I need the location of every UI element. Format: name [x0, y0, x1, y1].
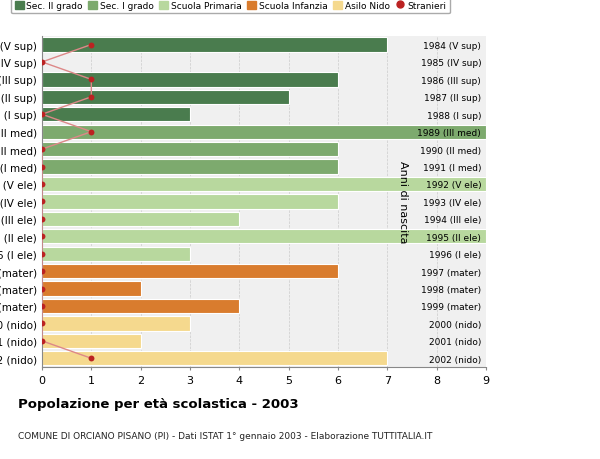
Bar	[42, 282, 140, 296]
Bar	[42, 264, 338, 279]
Point	[86, 129, 96, 136]
Bar	[42, 160, 338, 174]
Point	[86, 94, 96, 101]
Bar	[42, 212, 239, 226]
Bar	[42, 143, 338, 157]
Bar	[42, 334, 140, 348]
Bar	[42, 125, 486, 140]
Point	[37, 302, 47, 310]
Point	[86, 77, 96, 84]
Bar	[42, 73, 338, 87]
Y-axis label: Anni di nascita: Anni di nascita	[398, 161, 408, 243]
Bar	[42, 108, 190, 122]
Point	[37, 198, 47, 206]
Point	[37, 233, 47, 241]
Point	[37, 251, 47, 258]
Bar	[42, 230, 486, 244]
Bar	[42, 178, 486, 192]
Point	[37, 285, 47, 292]
Point	[86, 42, 96, 49]
Bar	[42, 195, 338, 209]
Bar	[42, 90, 289, 105]
Text: COMUNE DI ORCIANO PISANO (PI) - Dati ISTAT 1° gennaio 2003 - Elaborazione TUTTIT: COMUNE DI ORCIANO PISANO (PI) - Dati IST…	[18, 431, 433, 441]
Point	[37, 181, 47, 188]
Point	[37, 268, 47, 275]
Point	[37, 112, 47, 119]
Bar	[42, 247, 190, 261]
Bar	[42, 38, 388, 52]
Text: Popolazione per età scolastica - 2003: Popolazione per età scolastica - 2003	[18, 397, 299, 410]
Point	[37, 146, 47, 153]
Legend: Sec. II grado, Sec. I grado, Scuola Primaria, Scuola Infanzia, Asilo Nido, Stran: Sec. II grado, Sec. I grado, Scuola Prim…	[11, 0, 449, 14]
Point	[86, 355, 96, 362]
Bar	[42, 299, 239, 313]
Point	[37, 337, 47, 345]
Point	[37, 216, 47, 223]
Point	[37, 163, 47, 171]
Point	[37, 59, 47, 67]
Bar	[42, 317, 190, 331]
Point	[37, 320, 47, 327]
Bar	[42, 352, 388, 366]
